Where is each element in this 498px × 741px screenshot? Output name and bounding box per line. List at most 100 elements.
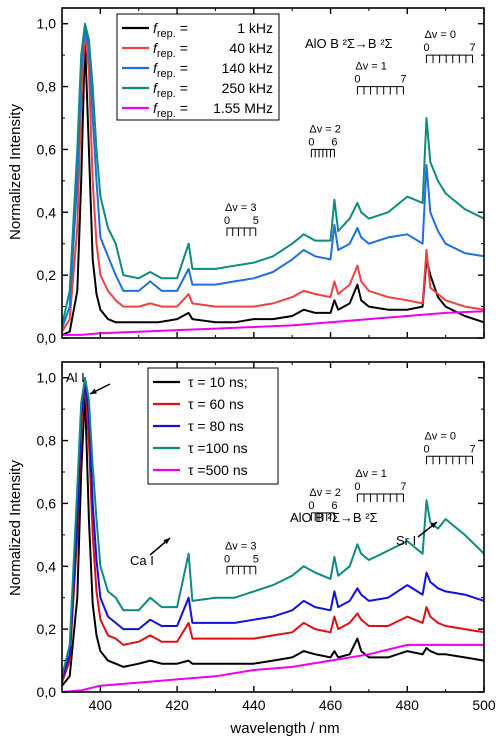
legend-value: 140 kHz [222, 60, 273, 76]
legend-entry: frep. = 1 kHz [153, 20, 273, 40]
legend-value: 250 kHz [222, 80, 273, 96]
y-tick-label: 1,0 [37, 16, 57, 32]
legend-value: 1 kHz [237, 20, 273, 36]
band-marker: Δv = 20 6 [308, 487, 341, 521]
x-tick-label: 420 [165, 697, 189, 713]
x-tick-label: 480 [396, 697, 420, 713]
legend-eq: = [176, 40, 192, 56]
series-group [62, 376, 484, 692]
legend-eq: = [176, 100, 188, 116]
line-label: Al I [66, 370, 85, 385]
y-tick-label: 0,0 [37, 684, 57, 700]
x-tick-label: 440 [242, 697, 266, 713]
band-start: 0 [354, 481, 360, 493]
legend-sub: rep. [157, 88, 176, 100]
y-axis-label-top: Normalized Intensity [7, 104, 24, 240]
transition-label: AlO B ²Σ→B ²Σ [290, 510, 378, 525]
legend-f: f [153, 40, 159, 56]
plot-frame [61, 7, 485, 339]
y-tick-label: 0,2 [37, 267, 57, 283]
series-line-2 [62, 383, 484, 683]
legend-entry: τ = 10 ns; [188, 374, 248, 390]
y-tick-label: 0,0 [37, 330, 57, 346]
y-tick-label: 0,6 [37, 495, 57, 511]
band-end: 6 [331, 500, 337, 512]
x-tick-label: 400 [89, 697, 113, 713]
series-line-4 [62, 376, 484, 677]
legend-entry: τ = 80 ns [188, 418, 244, 434]
y-tick-label: 0,8 [37, 79, 57, 95]
band-marker: Δv = 10 7 [354, 468, 407, 502]
legend: τ = 10 ns; τ = 60 ns τ = 80 ns τ =100 ns τ =… [147, 367, 279, 485]
plot-frame [61, 361, 485, 693]
band-start: 0 [423, 42, 429, 54]
band-marker: Δv = 10 7 [354, 61, 407, 95]
arrow-head [90, 388, 97, 394]
transition-label: AlO B ²Σ→B ²Σ [305, 36, 393, 51]
legend-f: f [153, 20, 159, 36]
line-label: Sr I [396, 533, 416, 548]
series-line-3 [62, 379, 484, 680]
legend-entry: τ = 60 ns [188, 396, 244, 412]
y-axis-label-bottom: Normalized Intensity [7, 460, 24, 596]
band-label: Δv = 3 [225, 540, 257, 552]
series-line-5 [62, 643, 484, 692]
series-line-1 [62, 38, 484, 336]
legend-entry: τ =100 ns [188, 440, 248, 456]
series-line-4 [62, 22, 484, 326]
legend-f: f [153, 100, 159, 116]
legend-sub: rep. [157, 108, 176, 120]
band-start: 0 [423, 443, 429, 455]
band-end: 5 [253, 215, 259, 227]
series-line-1 [62, 392, 484, 687]
legend-f: f [153, 60, 159, 76]
legend-sub: rep. [157, 48, 176, 60]
legend-entry: frep. = 140 kHz [153, 60, 273, 80]
y-tick-label: 0,6 [37, 141, 57, 157]
band-marker: Δv = 30 5 [224, 202, 259, 236]
legend-eq: = [176, 60, 192, 76]
band-marker: Δv = 00 7 [423, 29, 476, 64]
series-line-3 [62, 25, 484, 329]
band-label: Δv = 3 [225, 202, 257, 214]
band-start: 0 [224, 215, 230, 227]
line-label: Ca I [130, 553, 154, 568]
band-label: Δv = 1 [355, 61, 387, 73]
y-tick-label: 0,4 [37, 204, 57, 220]
legend-f: f [153, 80, 159, 96]
band-label: Δv = 0 [424, 430, 456, 442]
legend-entry: frep. = 40 kHz [153, 40, 273, 60]
band-end: 7 [400, 481, 406, 493]
band-end: 7 [400, 74, 406, 86]
band-end: 5 [253, 553, 259, 565]
legend-value: 40 kHz [229, 40, 273, 56]
band-end: 7 [469, 443, 475, 455]
band-start: 0 [308, 500, 314, 512]
band-label: Δv = 0 [424, 29, 456, 41]
band-end: 6 [331, 136, 337, 148]
y-tick-label: 0,2 [37, 621, 57, 637]
band-start: 0 [308, 136, 314, 148]
band-label: Δv = 2 [309, 123, 341, 135]
x-tick-label: 460 [319, 697, 343, 713]
legend-entry: frep. = 250 kHz [153, 80, 273, 100]
band-start: 0 [354, 74, 360, 86]
arrow-head [163, 538, 170, 545]
y-tick-label: 1,0 [37, 370, 57, 386]
x-axis-label: wavelength / nm [229, 720, 339, 737]
legend-sub: rep. [157, 28, 176, 40]
legend-eq: = [176, 80, 192, 96]
band-marker: Δv = 30 5 [224, 540, 259, 575]
legend-sub: rep. [157, 68, 176, 80]
band-start: 0 [224, 553, 230, 565]
y-tick-label: 0,4 [37, 558, 57, 574]
band-label: Δv = 1 [355, 468, 387, 480]
legend-entry: τ =500 ns [188, 462, 248, 478]
band-marker: Δv = 20 6 [308, 123, 341, 158]
series-line-2 [62, 29, 484, 333]
legend-value: 1.55 MHz [213, 100, 273, 116]
